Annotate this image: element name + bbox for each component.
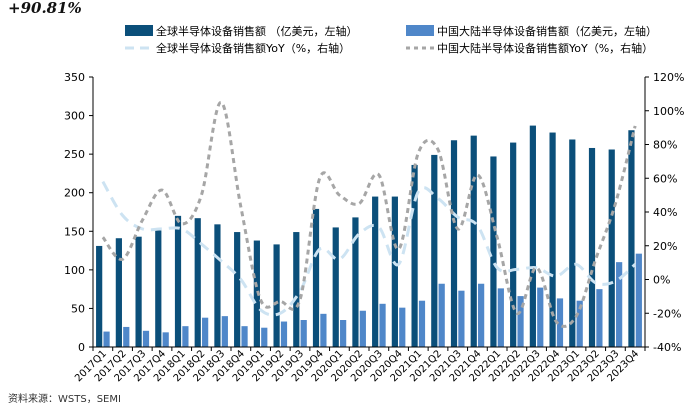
bar-global-2022Q1 bbox=[490, 156, 497, 347]
right-tick-label--40: -40% bbox=[653, 341, 681, 354]
right-tick-label-60: 60% bbox=[653, 172, 677, 185]
bar-china-2023Q1 bbox=[576, 300, 583, 347]
bar-china-2021Q4 bbox=[478, 283, 485, 347]
bar-global-2021Q1 bbox=[411, 164, 418, 347]
right-tick-label--20: -20% bbox=[653, 307, 681, 320]
bar-china-2023Q3 bbox=[616, 262, 623, 347]
legend: 全球半导体设备销售额 （亿美元，左轴） 中国大陆半导体设备销售额（亿美元，左轴）… bbox=[125, 24, 657, 55]
right-tick-label-80: 80% bbox=[653, 139, 677, 152]
line-china-yoy bbox=[101, 100, 637, 328]
legend-swatch-global-bar bbox=[125, 25, 153, 36]
bar-china-2022Q3 bbox=[537, 287, 544, 347]
bar-global-2020Q2 bbox=[352, 217, 359, 347]
bar-china-2019Q3 bbox=[300, 320, 307, 347]
right-tick-label-100: 100% bbox=[653, 105, 684, 118]
bars-layer bbox=[96, 125, 642, 347]
bar-global-2022Q4 bbox=[549, 132, 556, 347]
legend-item-china-bar[interactable]: 中国大陆半导体设备销售额（亿美元，左轴） bbox=[406, 24, 657, 38]
bar-global-2023Q1 bbox=[569, 139, 576, 347]
legend-item-china-yoy[interactable]: 中国大陆半导体设备销售额YoY（%，右轴） bbox=[406, 41, 653, 55]
bar-global-2020Q3 bbox=[372, 196, 379, 347]
legend-label-china-bar: 中国大陆半导体设备销售额（亿美元，左轴） bbox=[437, 24, 657, 38]
legend-label-china-yoy: 中国大陆半导体设备销售额YoY（%，右轴） bbox=[437, 41, 653, 55]
bar-china-2019Q2 bbox=[280, 321, 288, 347]
x-axis-ticks: 2017Q12017Q22017Q32017Q42018Q12018Q22018… bbox=[73, 347, 646, 384]
bar-china-2022Q2 bbox=[517, 296, 524, 347]
left-tick-label-250: 250 bbox=[64, 148, 85, 161]
bar-china-2017Q4 bbox=[162, 332, 169, 347]
left-axis-ticks: 0 50 100 150 200 250 300 350 bbox=[64, 71, 93, 354]
bar-global-2020Q1 bbox=[332, 227, 339, 347]
bar-global-2020Q4 bbox=[391, 196, 398, 347]
legend-label-global-yoy: 全球半导体设备销售额YoY（%，右轴） bbox=[156, 41, 350, 55]
bar-china-2017Q2 bbox=[123, 326, 130, 347]
bar-global-2023Q4 bbox=[628, 130, 635, 347]
bar-global-2018Q3 bbox=[214, 224, 221, 347]
line-global-yoy bbox=[101, 180, 637, 317]
right-tick-label-0: 0% bbox=[653, 274, 670, 287]
bar-global-2023Q3 bbox=[608, 149, 615, 347]
bar-china-2023Q4 bbox=[635, 253, 642, 347]
bar-china-2020Q2 bbox=[359, 310, 366, 347]
right-tick-label-40: 40% bbox=[653, 206, 677, 219]
left-tick-label-100: 100 bbox=[64, 264, 85, 277]
right-tick-label-120: 120% bbox=[653, 71, 684, 84]
bar-china-2018Q4 bbox=[241, 326, 248, 347]
bar-china-2018Q1 bbox=[182, 326, 189, 347]
left-tick-label-300: 300 bbox=[64, 110, 85, 123]
bar-china-2018Q2 bbox=[202, 317, 209, 347]
bar-china-2021Q3 bbox=[458, 290, 465, 347]
bar-china-2022Q4 bbox=[556, 298, 564, 347]
bar-global-2018Q4 bbox=[234, 232, 241, 347]
headline-figure: +90.81% bbox=[8, 0, 82, 17]
bar-global-2023Q2 bbox=[588, 147, 596, 347]
bar-global-2018Q2 bbox=[194, 218, 201, 347]
lines-layer bbox=[101, 100, 637, 328]
bar-global-2017Q3 bbox=[135, 236, 142, 347]
bar-china-2020Q4 bbox=[399, 307, 406, 347]
left-tick-label-350: 350 bbox=[64, 71, 85, 84]
legend-label-global-bar: 全球半导体设备销售额 （亿美元，左轴） bbox=[156, 24, 358, 38]
left-tick-label-200: 200 bbox=[64, 187, 85, 200]
left-tick-label-50: 50 bbox=[71, 302, 85, 315]
bar-global-2019Q4 bbox=[312, 208, 320, 347]
bar-global-2022Q3 bbox=[529, 125, 536, 347]
bar-china-2022Q1 bbox=[497, 288, 504, 347]
bar-global-2019Q3 bbox=[293, 232, 300, 347]
bar-china-2019Q4 bbox=[320, 313, 327, 347]
bar-china-2021Q2 bbox=[438, 283, 445, 347]
bar-china-2020Q3 bbox=[379, 303, 386, 347]
bar-china-2017Q3 bbox=[142, 330, 150, 347]
bar-china-2021Q1 bbox=[418, 300, 426, 347]
bar-global-2017Q1 bbox=[96, 245, 103, 347]
legend-item-global-bar[interactable]: 全球半导体设备销售额 （亿美元，左轴） bbox=[125, 24, 358, 38]
bar-china-2019Q1 bbox=[261, 327, 268, 347]
bar-global-2021Q3 bbox=[450, 140, 458, 347]
bar-global-2017Q2 bbox=[115, 238, 122, 347]
bar-global-2022Q2 bbox=[510, 142, 517, 347]
bar-china-2020Q1 bbox=[340, 320, 347, 347]
left-tick-label-150: 150 bbox=[64, 225, 85, 238]
legend-item-global-yoy[interactable]: 全球半导体设备销售额YoY（%，右轴） bbox=[125, 41, 350, 55]
bar-china-2018Q3 bbox=[221, 316, 228, 347]
right-tick-label-20: 20% bbox=[653, 240, 677, 253]
bar-global-2018Q1 bbox=[174, 215, 182, 347]
bar-global-2017Q4 bbox=[155, 230, 162, 347]
bar-global-2021Q4 bbox=[470, 135, 477, 347]
bar-china-2023Q2 bbox=[596, 289, 603, 347]
right-axis-ticks: -40% -20% 0% 20% 40% 60% 80% 100% 120% bbox=[645, 71, 684, 354]
bar-china-2017Q1 bbox=[103, 331, 110, 347]
legend-swatch-china-bar bbox=[406, 25, 434, 36]
source-note: 资料来源：WSTS，SEMI bbox=[8, 392, 121, 404]
bar-global-2019Q2 bbox=[273, 244, 280, 347]
bar-global-2021Q2 bbox=[431, 154, 438, 347]
left-tick-label-0: 0 bbox=[78, 341, 85, 354]
bar-global-2019Q1 bbox=[253, 240, 260, 347]
